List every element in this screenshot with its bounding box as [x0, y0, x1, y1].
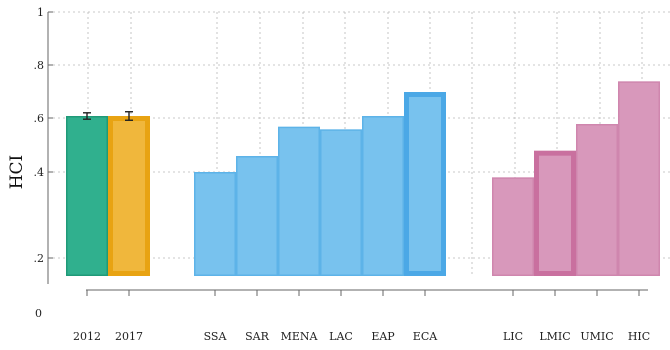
bar-lic	[492, 177, 534, 276]
axes	[47, 11, 648, 296]
y-axis-label: HCI	[7, 155, 27, 190]
x-tick-label: EAP	[371, 330, 395, 343]
x-tick-label: LIC	[503, 330, 523, 343]
bar-umic	[576, 124, 618, 276]
x-tick-label: 2017	[115, 330, 143, 343]
y-tick-label: .2	[34, 252, 45, 265]
bars	[66, 81, 660, 277]
x-tick-label: LAC	[329, 330, 353, 343]
x-tick-label: ECA	[413, 330, 438, 343]
bar-hic	[618, 81, 660, 277]
bar-sar	[236, 156, 278, 276]
x-tick-label: LMIC	[539, 330, 570, 343]
labels: 0 .2 .4 .6 .8 1 2012 2017 SSA SAR MENA LAC EAP ECA LIC…	[34, 6, 651, 343]
bar-2017	[108, 116, 150, 276]
bar-mena	[278, 126, 320, 276]
y-tick-label: .6	[34, 112, 45, 125]
x-tick-label: HIC	[628, 330, 650, 343]
bar-eap	[362, 116, 404, 276]
bar-ssa	[194, 172, 236, 276]
y-tick-label: .8	[34, 59, 45, 72]
x-tick-label: 2012	[73, 330, 101, 343]
bar-lmic	[534, 150, 576, 277]
bar-2012	[66, 116, 108, 276]
y-tick-label: .4	[34, 166, 45, 179]
x-tick-label: MENA	[281, 330, 319, 343]
x-tick-label: SSA	[204, 330, 228, 343]
x-tick-label: SAR	[245, 330, 269, 343]
bar-lac	[320, 129, 362, 276]
x-tick-label: UMIC	[580, 330, 613, 343]
y-tick-label: 1	[37, 6, 44, 19]
bar-eca	[404, 92, 446, 276]
y-tick-label: 0	[35, 307, 42, 320]
